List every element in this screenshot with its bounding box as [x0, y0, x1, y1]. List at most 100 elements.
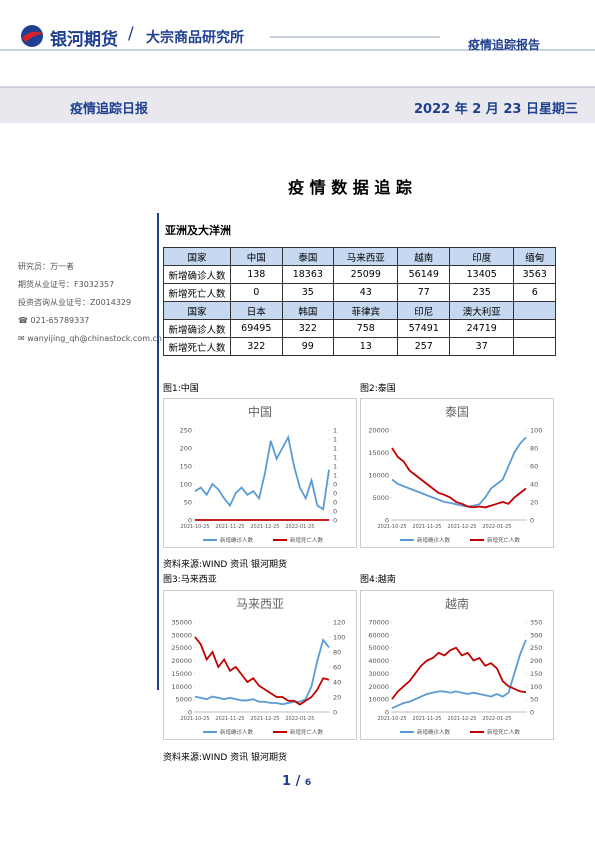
- y-tick-label: 15000: [368, 449, 389, 457]
- y2-tick-label: 0: [333, 517, 337, 525]
- y2-tick-label: 80: [333, 649, 341, 657]
- chart-title: 泰国: [445, 405, 469, 419]
- x-tick-label: 2021-12-25: [447, 524, 476, 530]
- chart-frame: [360, 398, 554, 548]
- slash: /: [128, 24, 134, 44]
- y2-tick-label: 1: [333, 427, 337, 435]
- y-tick-label: 5000: [372, 494, 389, 502]
- x-tick-label: 2021-10-25: [180, 524, 209, 530]
- y2-tick-label: 250: [530, 644, 542, 652]
- y-tick-label: 50: [184, 499, 192, 507]
- table-cell: 印尼: [397, 301, 451, 320]
- y-tick-label: 50000: [368, 644, 389, 652]
- y2-tick-label: 80: [530, 445, 538, 453]
- chart-title: 中国: [248, 404, 272, 419]
- table-cell: 新增确诊人数: [163, 265, 231, 284]
- y-tick-label: 20000: [368, 427, 389, 435]
- series-line: [391, 436, 527, 508]
- table-cell: 日本: [230, 301, 283, 320]
- y-tick-label: 0: [188, 517, 192, 525]
- table-cell: 马来西亚: [333, 247, 399, 266]
- y-tick-label: 20000: [368, 683, 389, 691]
- banner-name: 疫情追踪日报: [70, 102, 149, 117]
- section-title: 亚洲及大洋洲: [165, 224, 231, 237]
- y2-tick-label: 0: [333, 499, 337, 507]
- chart-frame: [163, 590, 357, 740]
- table-cell: [513, 319, 556, 338]
- page-number: 1 / 6: [282, 774, 312, 789]
- table-row: 国家 中国 泰国 马来西亚 越南 印度 缅甸: [163, 247, 556, 266]
- x-tick-label: 2022-01-25: [285, 716, 314, 722]
- table-cell: 13: [333, 337, 399, 356]
- table-cell: 印度: [449, 247, 515, 266]
- table-cell: 泰国: [281, 247, 335, 266]
- y2-tick-label: 100: [530, 683, 542, 691]
- legend-label: 新增死亡人数: [290, 536, 324, 544]
- table-cell: 新增确诊人数: [163, 319, 231, 338]
- y-tick-label: 60000: [368, 631, 389, 639]
- table-cell: 69495: [230, 319, 283, 338]
- researcher: 研究员：万一者: [18, 262, 74, 271]
- table-cell: 中国: [230, 247, 283, 266]
- y-tick-label: 0: [385, 517, 389, 525]
- table-cell: 322: [230, 337, 283, 356]
- y-tick-label: 20000: [171, 657, 192, 665]
- legend-label: 新增死亡人数: [290, 728, 324, 736]
- y-tick-label: 10000: [171, 683, 192, 691]
- data-table: 国家 中国 泰国 马来西亚 越南 印度 缅甸 新增确诊人数 138 18363 25099 56149…: [163, 247, 556, 356]
- x-tick-label: 2021-11-25: [412, 716, 441, 722]
- y2-tick-label: 50: [530, 696, 538, 704]
- y2-tick-label: 1: [333, 454, 337, 462]
- page-current: 1: [282, 774, 292, 789]
- table-cell: 缅甸: [513, 247, 556, 266]
- legend-label: 新增死亡人数: [487, 536, 521, 544]
- institute: 大宗商品研究所: [146, 30, 244, 46]
- legend-label: 新增确诊人数: [417, 536, 451, 544]
- series-line: [391, 639, 527, 709]
- y-tick-label: 40000: [368, 657, 389, 665]
- series-line: [391, 447, 527, 509]
- table-cell: 24719: [449, 319, 515, 338]
- legend-label: 新增死亡人数: [487, 728, 521, 736]
- y-tick-label: 15000: [171, 670, 192, 678]
- x-tick-label: 2021-10-25: [377, 716, 406, 722]
- series-line: [391, 646, 527, 700]
- legend-label: 新增确诊人数: [417, 728, 451, 736]
- y2-tick-label: 300: [530, 631, 542, 639]
- y2-tick-label: 350: [530, 619, 542, 627]
- series-line: [194, 638, 330, 706]
- table-cell: [513, 337, 556, 356]
- table-cell: 758: [333, 319, 399, 338]
- x-tick-label: 2021-10-25: [180, 716, 209, 722]
- table-cell: 3563: [513, 265, 556, 284]
- table-cell: 43: [333, 283, 399, 302]
- y-tick-label: 10000: [368, 696, 389, 704]
- caption: 图1:中国: [163, 384, 199, 394]
- y-tick-label: 35000: [171, 619, 192, 627]
- table-cell: 138: [230, 265, 283, 284]
- table-cell: 0: [230, 283, 283, 302]
- table-cell: 56149: [397, 265, 451, 284]
- y2-tick-label: 0: [530, 709, 534, 717]
- table-cell: 235: [449, 283, 515, 302]
- email-address: wanyijing_qh@chinastock.com.cn: [27, 334, 162, 343]
- author-block: 研究员：万一者 期货从业证号：F3032357 投资咨询从业证号：Z001432…: [18, 258, 162, 348]
- table-cell: 37: [449, 337, 515, 356]
- header-graphics: [0, 25, 595, 123]
- legend-label: 新增确诊人数: [220, 728, 254, 736]
- x-tick-label: 2021-12-25: [250, 716, 279, 722]
- consult: 投资咨询从业证号：Z0014329: [18, 298, 132, 307]
- y-tick-label: 0: [385, 709, 389, 717]
- chart-title: 马来西亚: [236, 597, 284, 611]
- y2-tick-label: 60: [530, 463, 538, 471]
- caption: 图4:越南: [360, 575, 396, 585]
- y-tick-label: 0: [188, 709, 192, 717]
- y-tick-label: 200: [180, 445, 192, 453]
- x-tick-label: 2021-12-25: [250, 524, 279, 530]
- y-tick-label: 30000: [368, 670, 389, 678]
- table-cell: 菲律宾: [333, 301, 399, 320]
- page-total: 6: [304, 778, 312, 788]
- y2-tick-label: 100: [530, 427, 542, 435]
- x-tick-label: 2021-11-25: [215, 524, 244, 530]
- y-tick-label: 30000: [171, 631, 192, 639]
